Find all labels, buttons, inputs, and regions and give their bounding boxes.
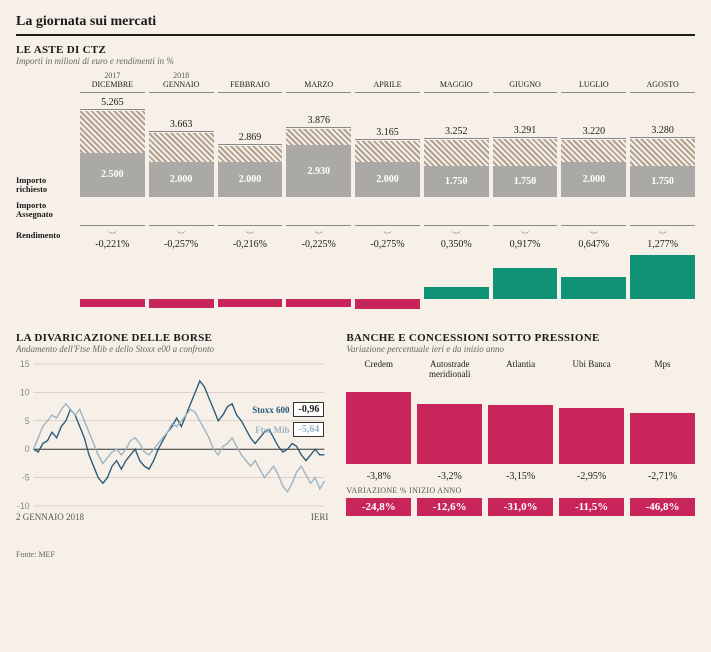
ctz-yield-bar [149, 254, 214, 314]
ctz-yield-bar [561, 254, 626, 314]
banks-title: BANCHE E CONCESSIONI SOTTO PRESSIONE [346, 332, 695, 344]
ctz-bar: 3.220 2.000 [561, 97, 626, 197]
divergence-subtitle: Andamento dell'Ftse Mib e dello Stoxx e0… [16, 344, 328, 354]
ctz-bar: 3.663 2.000 [149, 97, 214, 197]
bank-bars [346, 386, 695, 464]
svg-text:15: 15 [20, 360, 30, 369]
ctz-section: LE ASTE DI CTZ Importi in milioni di eur… [16, 44, 695, 314]
ctz-col-head: MARZO [286, 72, 351, 93]
ctz-col-head: AGOSTO [630, 72, 695, 93]
banks-subtitle: Variazione percentuale ieri e da inizio … [346, 344, 695, 354]
ctz-bar: 2.869 2.000 [218, 97, 283, 197]
svg-text:0: 0 [25, 444, 30, 454]
page-title: La giornata sui mercati [16, 14, 695, 30]
ctz-bar: 3.280 1.750 [630, 97, 695, 197]
bank-bar [417, 386, 482, 464]
bank-daily-val: -3,15% [488, 471, 553, 482]
bank-ytd: -24,8% -12,6% -31,0% -11,5% -46,8% [346, 498, 695, 516]
bank-headers: Credem Autostrade meridionali Atlantia Ubi … [346, 360, 695, 382]
ctz-bar: 3.876 2.930 [286, 97, 351, 197]
ctz-yield-val: ︶1,277% [630, 225, 695, 250]
bank-head: Atlantia [488, 360, 553, 382]
ctz-yield-val: ︶0,917% [493, 225, 558, 250]
line-chart: -10 -5 0 5 10 15 Stoxx 600 -0,96 Ftse Mib -5,… [16, 360, 328, 510]
ctz-yield-val: ︶-0,225% [286, 225, 351, 250]
ctz-bar: 3.252 1.750 [424, 97, 489, 197]
divergence-title: LA DIVARICAZIONE DELLE BORSE [16, 332, 328, 344]
bank-head: Ubi Banca [559, 360, 624, 382]
ctz-col-head: GIUGNO [493, 72, 558, 93]
ctz-col-head: APRILE [355, 72, 420, 93]
bank-daily-val: -3,2% [417, 471, 482, 482]
bank-values: -3,8% -3,2% -3,15% -2,95% -2,71% [346, 468, 695, 482]
ctz-yield-val: ︶0,647% [561, 225, 626, 250]
bank-bar [346, 386, 411, 464]
svg-text:10: 10 [20, 388, 30, 398]
bank-bar [630, 386, 695, 464]
ctz-grid: 2017DICEMBRE2018GENNAIO FEBBRAIO MARZO A… [16, 72, 695, 314]
ctz-rowlabel-yld: Rendimento [16, 223, 76, 250]
divergence-section: LA DIVARICAZIONE DELLE BORSE Andamento d… [16, 332, 328, 522]
ctz-title: LE ASTE DI CTZ [16, 44, 695, 56]
ctz-rowlabel-asg: Importo Assegnato [16, 201, 76, 220]
line-xaxis: 2 GENNAIO 2018IERI [16, 512, 328, 522]
ctz-yield-val: ︶-0,216% [218, 225, 283, 250]
bank-head: Mps [630, 360, 695, 382]
banks-section: BANCHE E CONCESSIONI SOTTO PRESSIONE Var… [346, 332, 695, 522]
ctz-rowlabel-req: Importo richiesto [16, 97, 76, 197]
ctz-col-head: LUGLIO [561, 72, 626, 93]
svg-text:-5: -5 [22, 473, 30, 483]
ctz-bar: 3.165 2.000 [355, 97, 420, 197]
bank-head: Credem [346, 360, 411, 382]
bank-ytd-val: -46,8% [630, 498, 695, 516]
bank-daily-val: -2,71% [630, 471, 695, 482]
ctz-col-head: FEBBRAIO [218, 72, 283, 93]
bank-head: Autostrade meridionali [417, 360, 482, 382]
ctz-yield-bar [355, 254, 420, 314]
bank-daily-val: -3,8% [346, 471, 411, 482]
ctz-yield-bar [493, 254, 558, 314]
ctz-col-head: 2017DICEMBRE [80, 72, 145, 93]
ctz-yield-bar [630, 254, 695, 314]
bank-ytd-val: -12,6% [417, 498, 482, 516]
ctz-yield-val: ︶-0,221% [80, 225, 145, 250]
ctz-yield-bar [80, 254, 145, 314]
ctz-yield-bar [218, 254, 283, 314]
bank-bar [559, 386, 624, 464]
legend-stoxx: Stoxx 600 -0,96 [252, 402, 324, 417]
ctz-yield-bar [424, 254, 489, 314]
svg-text:-10: -10 [17, 501, 30, 510]
title-rule [16, 34, 695, 36]
ctz-bar: 5.265 2.500 [80, 97, 145, 197]
source-note: Fonte: MEF [16, 550, 695, 559]
ctz-bar: 3.291 1.750 [493, 97, 558, 197]
bank-bar [488, 386, 553, 464]
legend-ftse: Ftse Mib -5,64 [255, 422, 324, 437]
banks-ytd-caption: VARIAZIONE % INIZIO ANNO [346, 486, 695, 495]
ctz-subtitle: Importi in milioni di euro e rendimenti … [16, 56, 695, 66]
ctz-yield-bar [286, 254, 351, 314]
ctz-col-head: 2018GENNAIO [149, 72, 214, 93]
ctz-col-head: MAGGIO [424, 72, 489, 93]
ctz-yield-val: ︶0,350% [424, 225, 489, 250]
bank-daily-val: -2,95% [559, 471, 624, 482]
bank-ytd-val: -24,8% [346, 498, 411, 516]
bank-ytd-val: -31,0% [488, 498, 553, 516]
bank-ytd-val: -11,5% [559, 498, 624, 516]
ctz-yield-val: ︶-0,257% [149, 225, 214, 250]
ctz-yield-val: ︶-0,275% [355, 225, 420, 250]
svg-text:5: 5 [25, 416, 30, 426]
